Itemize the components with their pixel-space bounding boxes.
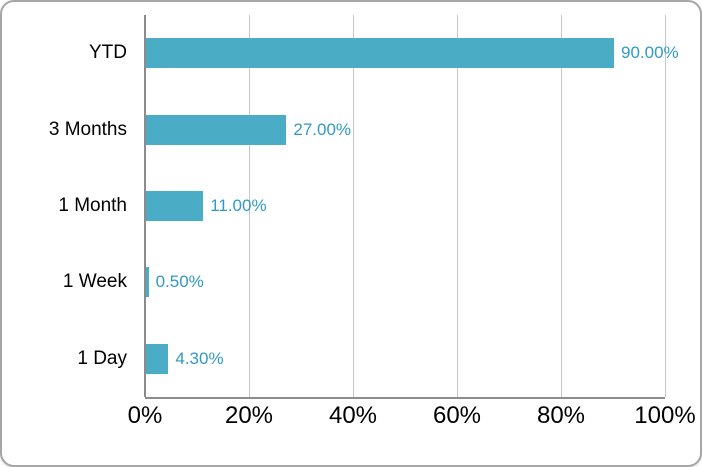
gridline — [249, 15, 250, 397]
bar-value-label: 27.00% — [293, 119, 352, 139]
category-label: YTD — [89, 42, 127, 64]
gridline — [561, 15, 562, 397]
bar — [146, 191, 204, 221]
value-axis-line — [144, 15, 146, 397]
gridline — [353, 15, 354, 397]
x-tick-label: 0% — [127, 402, 163, 429]
gridline — [665, 15, 666, 397]
category-label: 3 Months — [48, 118, 127, 140]
x-tick-label: 80% — [536, 402, 586, 429]
category-label: 1 Week — [62, 271, 127, 293]
bar — [146, 114, 287, 145]
bar-value-label: 4.30% — [175, 348, 224, 368]
category-label: 1 Month — [58, 195, 127, 216]
plot-area — [145, 15, 665, 399]
bar — [146, 38, 614, 69]
bar-value-label: 90.00% — [621, 43, 679, 63]
category-label: 1 Day — [77, 347, 127, 369]
bar-value-label: 0.50% — [155, 272, 204, 292]
bar — [146, 343, 169, 374]
bar-value-label: 11.00% — [210, 196, 267, 215]
bar — [146, 267, 149, 298]
x-tick-label: 40% — [328, 402, 378, 429]
x-tick-label: 100% — [634, 402, 696, 429]
gridline — [457, 15, 458, 397]
x-tick-label: 60% — [432, 402, 482, 429]
x-tick-label: 20% — [224, 402, 274, 429]
